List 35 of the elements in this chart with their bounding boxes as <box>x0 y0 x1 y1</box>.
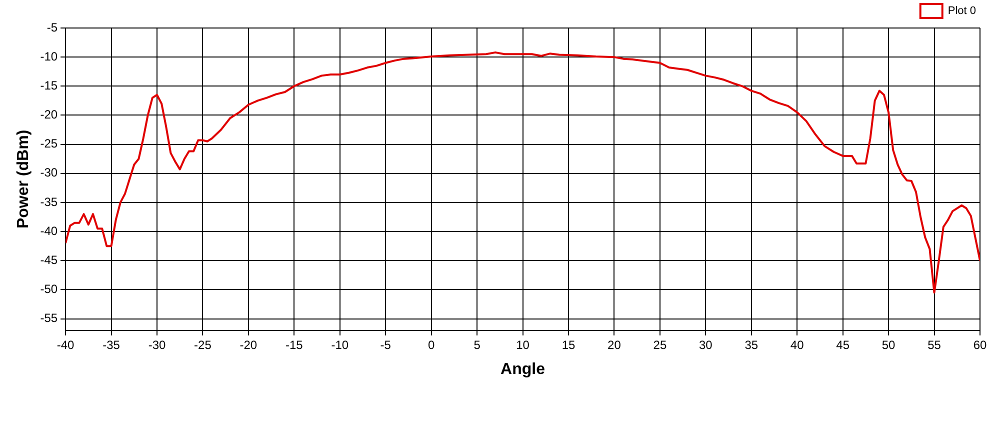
x-tick-label: 0 <box>428 338 435 352</box>
y-tick-label: -45 <box>40 252 58 267</box>
y-tick-label: -20 <box>40 108 58 122</box>
x-tick-label: 30 <box>698 338 713 352</box>
y-tick-label: -50 <box>40 282 58 296</box>
x-axis-title: Angle <box>500 360 546 378</box>
x-tick-label: -10 <box>331 338 349 352</box>
x-tick-label: 55 <box>928 338 942 352</box>
x-tick-label: 10 <box>516 338 530 352</box>
x-tick-label: 60 <box>973 338 987 352</box>
x-tick-label: 20 <box>608 338 622 352</box>
x-tick-label: 40 <box>790 338 804 352</box>
x-tick-label: 25 <box>653 338 667 352</box>
x-tick-label: 15 <box>562 338 576 352</box>
y-tick-label: -40 <box>40 224 58 238</box>
x-tick-label: -5 <box>380 338 392 352</box>
x-tick-label: -25 <box>194 338 212 352</box>
x-tick-label: 45 <box>836 338 850 352</box>
x-tick-label: -40 <box>56 338 75 352</box>
y-tick-label: -10 <box>40 49 58 64</box>
x-tick-label: -30 <box>148 338 166 352</box>
y-tick-label: -15 <box>40 78 58 92</box>
y-tick-label: -35 <box>40 194 58 209</box>
x-tick-label: 50 <box>882 338 896 352</box>
legend-label: Plot 0 <box>948 5 976 18</box>
y-axis-title: Power (dBm) <box>15 130 32 229</box>
x-tick-label: -15 <box>285 338 304 352</box>
x-tick-label: -20 <box>240 338 258 352</box>
x-tick-label: 35 <box>744 338 758 352</box>
y-tick-label: -25 <box>40 136 58 151</box>
x-tick-label: -35 <box>102 338 120 352</box>
y-tick-label: -55 <box>40 311 58 326</box>
y-tick-label: -30 <box>40 166 58 180</box>
x-tick-label: 5 <box>474 338 481 352</box>
y-tick-label: -5 <box>46 20 58 34</box>
